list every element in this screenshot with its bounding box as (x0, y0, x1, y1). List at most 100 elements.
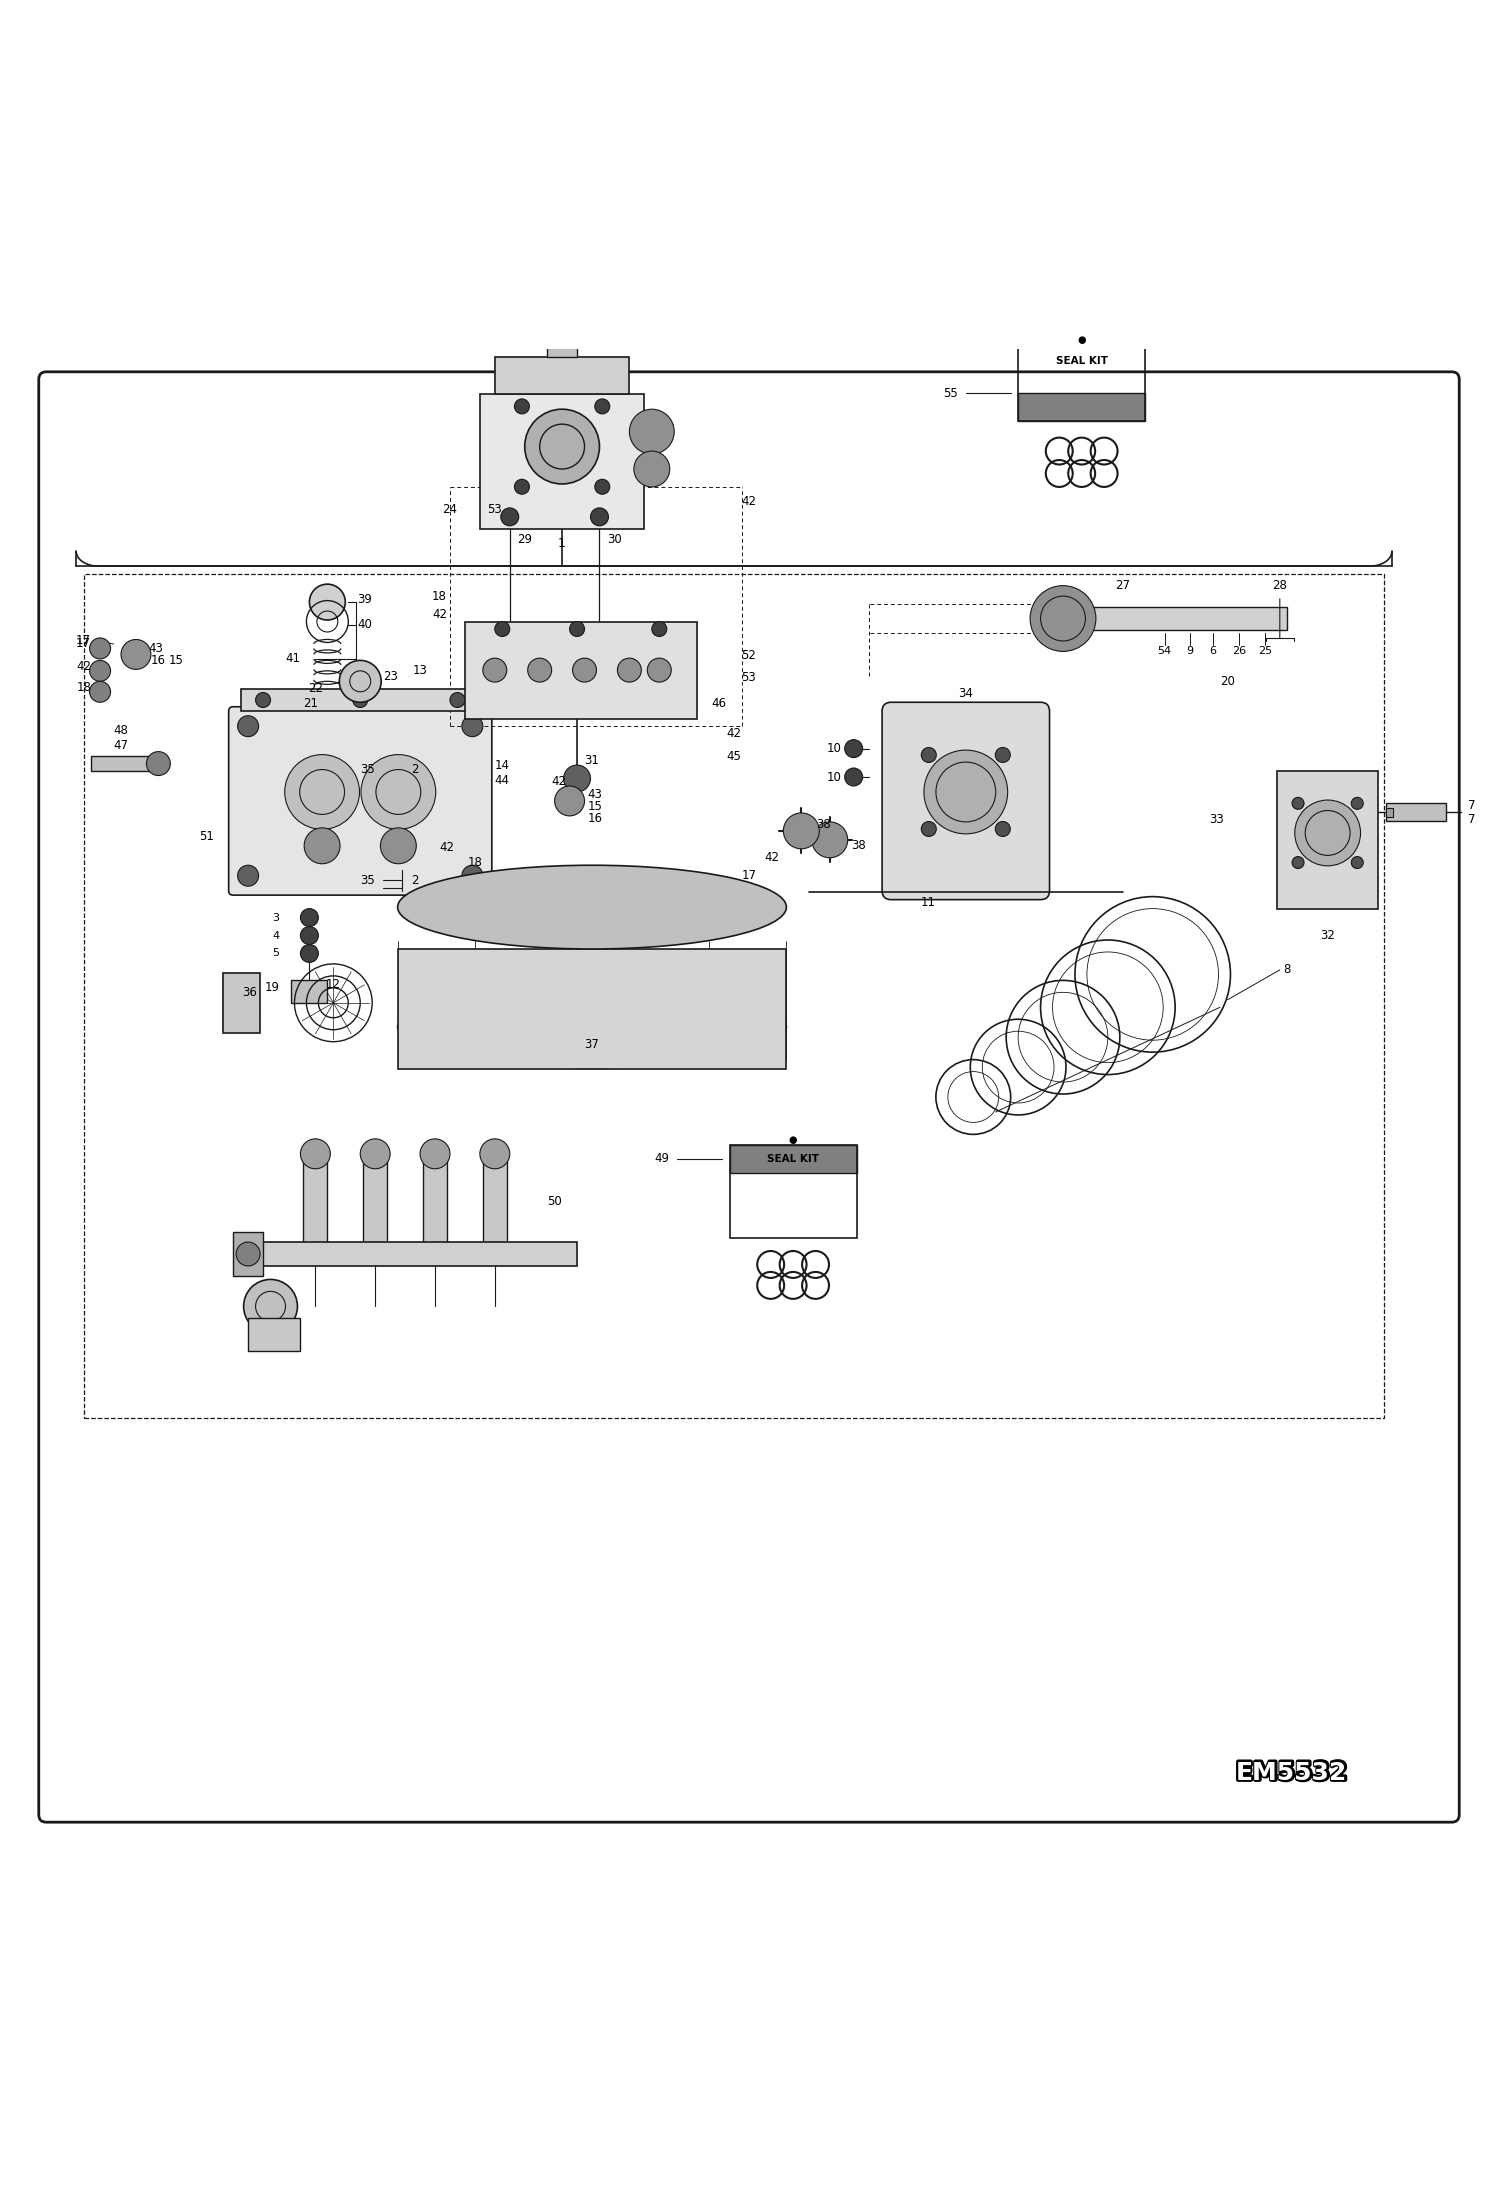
Text: 38: 38 (816, 818, 831, 832)
Circle shape (652, 621, 667, 636)
Circle shape (595, 399, 610, 415)
Text: SEAL KIT: SEAL KIT (1056, 355, 1107, 366)
Circle shape (634, 452, 670, 487)
Text: 48: 48 (114, 724, 129, 737)
Text: 40: 40 (357, 619, 372, 632)
Circle shape (419, 1139, 449, 1169)
Circle shape (783, 814, 819, 849)
Circle shape (449, 693, 464, 706)
Text: 13: 13 (412, 663, 427, 676)
Circle shape (554, 785, 584, 816)
Circle shape (1293, 856, 1305, 869)
Circle shape (812, 823, 848, 858)
Bar (223, 972, 261, 1033)
Text: 7: 7 (1468, 812, 1476, 825)
Text: 3: 3 (273, 913, 280, 921)
Circle shape (244, 1279, 298, 1334)
Circle shape (310, 584, 346, 621)
Text: 18: 18 (431, 590, 446, 603)
Text: 10: 10 (827, 770, 842, 783)
Bar (1079, 606, 1287, 630)
Text: 41: 41 (286, 652, 301, 665)
Bar (249, 1319, 301, 1352)
Text: 42: 42 (76, 660, 91, 674)
Text: 31: 31 (584, 755, 599, 768)
Circle shape (494, 621, 509, 636)
Circle shape (256, 693, 271, 706)
Bar (304, 1156, 328, 1262)
Text: 25: 25 (1258, 647, 1272, 656)
Text: 53: 53 (742, 671, 756, 685)
Bar (482, 1156, 506, 1262)
Text: 5: 5 (273, 948, 280, 959)
Circle shape (845, 739, 863, 757)
Text: 18: 18 (467, 856, 482, 869)
Circle shape (527, 658, 551, 682)
Text: 11: 11 (921, 895, 936, 908)
Circle shape (921, 821, 936, 836)
Circle shape (1351, 796, 1363, 810)
Circle shape (924, 750, 1008, 834)
Bar (1019, 329, 1146, 421)
Text: 16: 16 (151, 654, 166, 667)
Text: 45: 45 (727, 750, 742, 764)
FancyBboxPatch shape (882, 702, 1050, 900)
Bar (730, 1145, 857, 1237)
Text: 24: 24 (442, 502, 457, 516)
Text: 35: 35 (361, 764, 374, 777)
Circle shape (617, 658, 641, 682)
Text: 33: 33 (1209, 812, 1224, 825)
Text: 17: 17 (742, 869, 756, 882)
Text: 43: 43 (587, 788, 602, 801)
Circle shape (304, 827, 340, 864)
Bar (1019, 393, 1146, 421)
Circle shape (921, 748, 936, 764)
Text: 42: 42 (551, 774, 566, 788)
Circle shape (647, 658, 671, 682)
Circle shape (524, 410, 599, 485)
Text: 17: 17 (76, 634, 91, 647)
Bar (91, 757, 151, 770)
Text: 42: 42 (727, 726, 742, 739)
Bar (547, 312, 577, 358)
Circle shape (1031, 586, 1097, 652)
Text: 47: 47 (114, 739, 129, 753)
Text: EM5532: EM5532 (1236, 1762, 1347, 1784)
Circle shape (629, 410, 674, 454)
Text: 27: 27 (1116, 579, 1131, 592)
Text: 10: 10 (827, 742, 842, 755)
Text: 50: 50 (547, 1196, 562, 1209)
Circle shape (285, 755, 360, 829)
Text: 16: 16 (587, 812, 602, 825)
Text: 38: 38 (851, 840, 866, 851)
Text: EM5532: EM5532 (1236, 1762, 1347, 1784)
Circle shape (121, 638, 151, 669)
Text: 15: 15 (587, 801, 602, 814)
Circle shape (147, 753, 171, 774)
Text: 35: 35 (361, 873, 374, 886)
Text: 29: 29 (517, 533, 532, 546)
Text: 55: 55 (944, 386, 959, 399)
Circle shape (361, 755, 436, 829)
Circle shape (995, 748, 1010, 764)
Circle shape (360, 1139, 389, 1169)
Text: 2: 2 (410, 873, 418, 886)
Text: 37: 37 (584, 1038, 599, 1051)
Circle shape (301, 943, 319, 963)
Circle shape (563, 766, 590, 792)
Bar (397, 950, 786, 1068)
Circle shape (482, 658, 506, 682)
Circle shape (595, 478, 610, 494)
Text: 52: 52 (742, 649, 756, 663)
Circle shape (569, 621, 584, 636)
Text: 30: 30 (607, 533, 622, 546)
Circle shape (995, 821, 1010, 836)
Bar (1386, 803, 1446, 821)
Text: 18: 18 (76, 680, 91, 693)
Text: 46: 46 (712, 698, 727, 711)
Text: 7: 7 (1468, 799, 1476, 812)
Circle shape (352, 693, 367, 706)
Text: 44: 44 (494, 774, 509, 785)
Circle shape (1294, 801, 1360, 867)
Text: 43: 43 (148, 643, 163, 656)
